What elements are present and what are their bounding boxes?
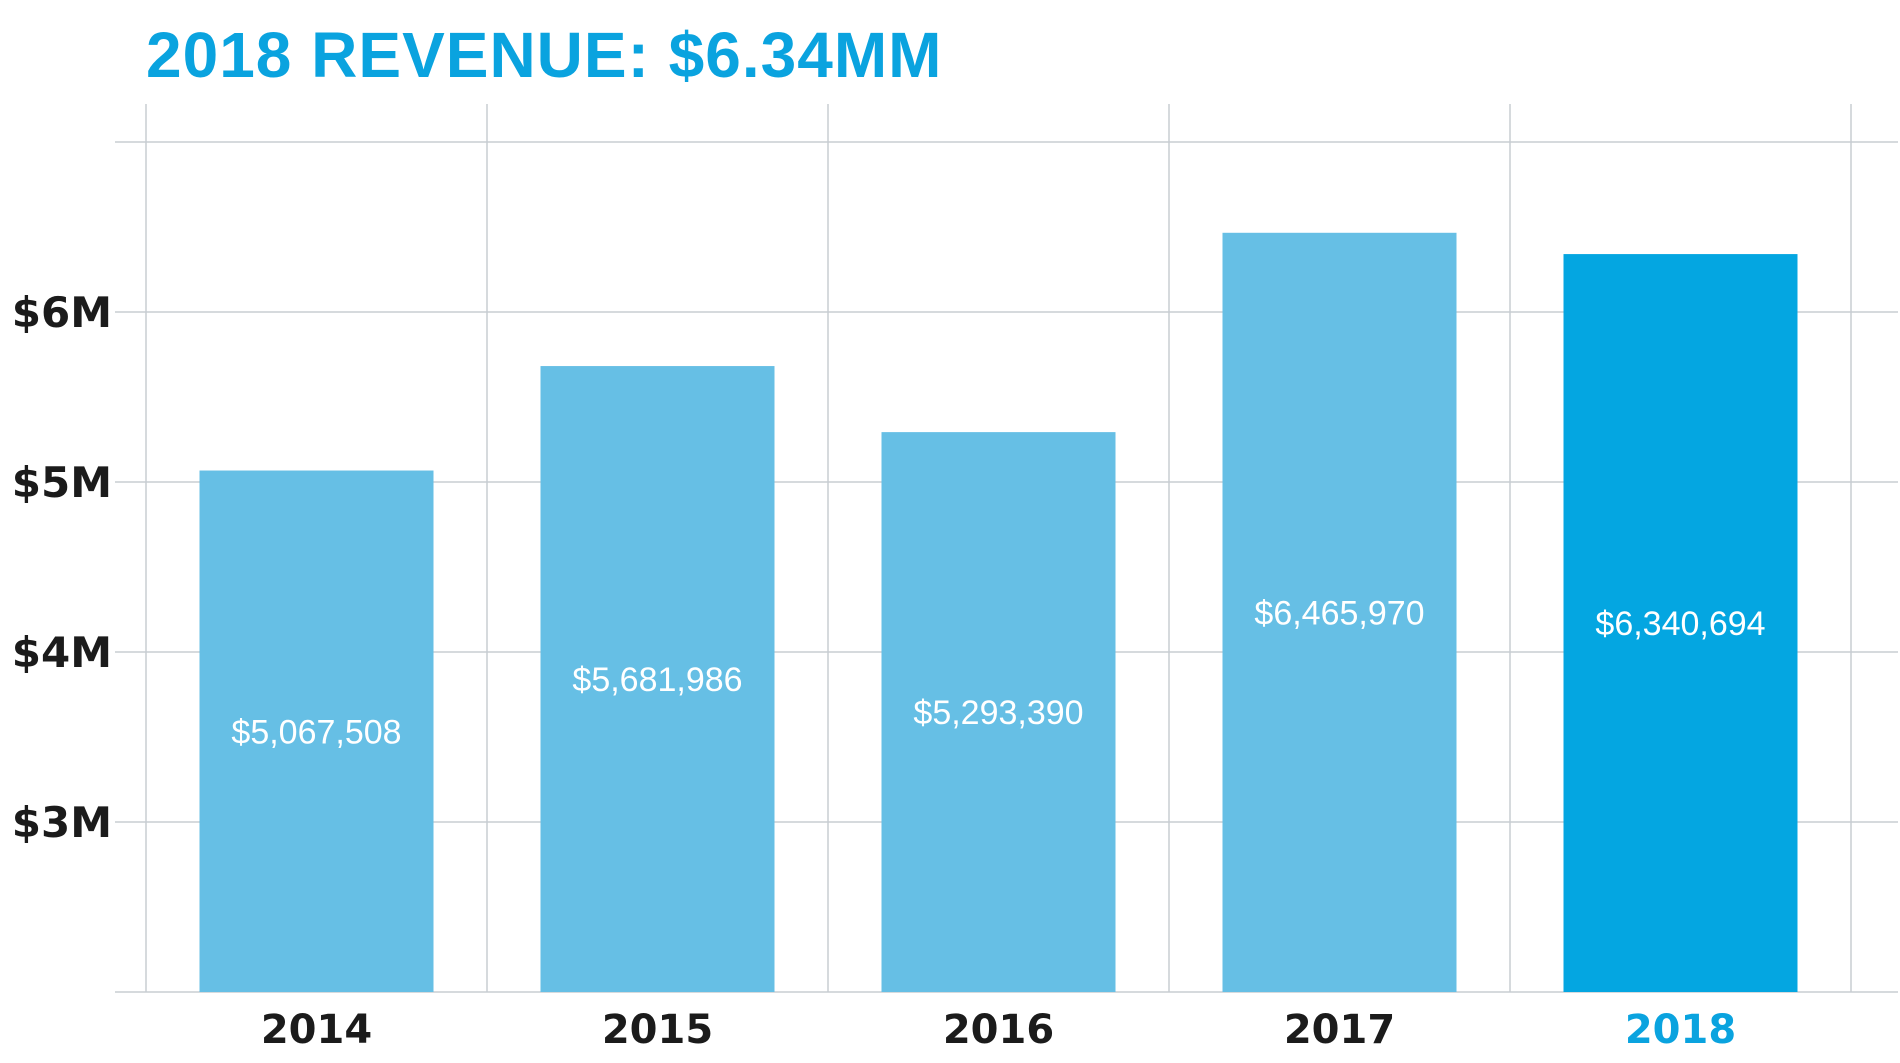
x-tick-label-2015: 2015 (602, 1007, 713, 1053)
bar-2018 (1563, 254, 1798, 992)
chart-title: 2018 REVENUE: $6.34MM (146, 19, 942, 91)
x-tick-label-2016: 2016 (943, 1007, 1054, 1053)
bar-2015 (540, 366, 775, 992)
x-axis-ticks: 2014 2015 2016 2017 2018 (261, 1007, 1736, 1053)
bar-2017 (1222, 232, 1457, 992)
bar-value-label-2015: $5,681,986 (572, 661, 742, 699)
x-tick-label-2018: 2018 (1625, 1007, 1736, 1053)
y-tick-label: $5M (12, 458, 112, 507)
y-tick-label: $3M (12, 798, 112, 847)
bar-2016 (881, 432, 1116, 993)
bar-value-label-2018: $6,340,694 (1595, 605, 1765, 643)
x-tick-label-2017: 2017 (1284, 1007, 1395, 1053)
bar-value-label-2017: $6,465,970 (1254, 594, 1424, 632)
y-tick-label: $4M (12, 628, 112, 677)
bars (199, 232, 1798, 993)
y-tick-label: $6M (12, 288, 112, 337)
x-tick-label-2014: 2014 (261, 1007, 372, 1053)
bar-2014 (199, 470, 434, 992)
bar-value-label-2016: $5,293,390 (913, 694, 1083, 732)
bar-value-label-2014: $5,067,508 (231, 713, 401, 751)
y-axis-ticks: $3M $4M $5M $6M (12, 288, 112, 847)
bar-value-labels: $5,067,508 $5,681,986 $5,293,390 $6,465,970… (231, 594, 1765, 751)
